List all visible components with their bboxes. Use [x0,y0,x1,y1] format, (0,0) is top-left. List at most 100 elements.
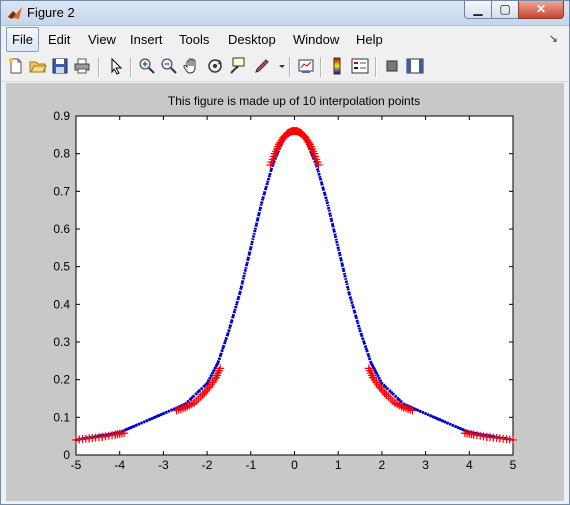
toolbar-separator [320,57,322,77]
menu-file[interactable]: File [6,27,39,52]
plot-svg[interactable]: This figure is made up of 10 interpolati… [6,83,564,501]
line-point [217,357,221,361]
line-point [260,201,264,205]
select-arrow-icon[interactable] [106,56,126,76]
line-point [324,196,328,200]
zoom-out-icon[interactable] [159,56,179,76]
y-tick-label: 0.1 [53,410,70,424]
line-point [200,387,204,391]
line-point [385,387,389,391]
maximize-button[interactable]: ▢ [491,1,519,19]
line-point [369,361,373,365]
line-point [134,423,138,427]
line-point [338,252,341,255]
menu-tools[interactable]: Tools [179,32,210,47]
rotate-3d-icon[interactable] [205,56,225,76]
menu-desktop[interactable]: Desktop [228,32,276,47]
toolbar-separator [98,57,100,77]
line-point [372,366,376,370]
line-point [242,274,246,278]
new-figure-icon[interactable] [6,56,26,76]
line-point [424,412,427,415]
line-point [250,240,254,244]
line-point [219,353,223,357]
line-point [243,269,247,272]
line-point [360,333,363,337]
line-point [456,426,460,430]
open-file-icon[interactable] [28,56,48,76]
x-tick-label: 3 [422,458,429,472]
close-button[interactable]: ✕ [518,1,564,19]
line-point [209,374,213,378]
line-point [418,409,422,413]
marker-plus [509,435,517,444]
line-point [142,420,146,424]
y-tick-label: 0 [63,448,70,462]
line-point [340,263,344,267]
line-point [429,414,433,418]
line-point [323,191,326,195]
line-point [370,363,374,367]
line-point [351,305,355,309]
menu-insert[interactable]: Insert [130,32,163,47]
line-point [432,415,436,419]
legend-icon[interactable] [350,56,370,76]
line-point [319,177,322,181]
line-point [346,285,350,289]
brush-icon[interactable] [252,56,272,76]
line-point [131,425,135,428]
line-point [366,353,370,357]
line-point [248,252,251,255]
line-point [202,384,206,388]
marker-plus [314,160,323,169]
figure-toolbar [2,53,568,82]
menu-view[interactable]: View [88,32,116,47]
zoom-in-icon[interactable] [137,56,157,76]
save-icon[interactable] [50,56,70,76]
line-point [194,392,198,396]
line-point [189,397,193,401]
print-icon[interactable] [72,56,92,76]
line-point [137,422,141,426]
line-point [220,349,224,353]
line-point [226,333,229,337]
title-bar[interactable]: Figure 2 ▁ ▢ ✕ [1,1,569,26]
colorbar-icon[interactable] [327,56,347,76]
line-point [459,427,463,431]
dropdown-arrow-icon[interactable] [272,56,285,76]
window-title: Figure 2 [27,5,75,20]
x-tick-label: 1 [335,458,342,472]
figure-canvas[interactable]: This figure is made up of 10 interpolati… [6,83,564,501]
line-point [379,379,382,383]
line-point [332,229,336,233]
menu-dock-arrow-icon[interactable]: ↘ [548,33,558,45]
minimize-button[interactable]: ▁ [464,1,492,19]
marker-plus [203,385,212,394]
line-point [335,240,339,244]
line-point [233,310,236,314]
line-point [234,305,238,309]
menu-help[interactable]: Help [356,32,383,47]
red-marker-series [72,127,517,444]
pan-hand-icon[interactable] [182,56,202,76]
toolbar-separator [375,57,377,77]
line-point [186,400,190,403]
marker-plus [408,406,417,415]
line-point [443,420,447,424]
menu-window[interactable]: Window [293,32,340,47]
marker-plus [378,386,387,395]
line-point [357,324,361,328]
menu-edit[interactable]: Edit [48,32,71,47]
y-tick-label: 0.5 [53,260,70,274]
link-plot-icon[interactable] [296,56,316,76]
line-point [388,389,392,393]
data-cursor-icon[interactable] [228,56,248,76]
show-plot-tools-icon[interactable] [405,56,425,76]
line-point [344,280,348,284]
hide-plot-tools-icon[interactable] [382,56,402,76]
line-point [254,223,258,227]
x-tick-label: -5 [71,458,82,472]
line-point [391,392,395,396]
line-point [213,366,217,370]
